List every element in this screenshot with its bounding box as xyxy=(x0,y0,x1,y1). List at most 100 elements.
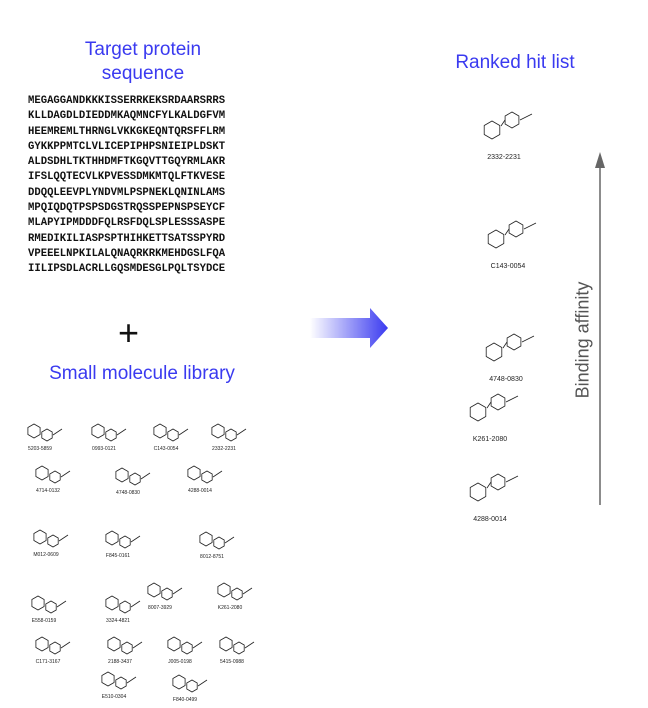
ring xyxy=(107,636,121,652)
sequence-line: HEEMREMLTHRNGLVKKGKEQNTQRSFFLRM xyxy=(28,125,226,138)
compound-id: K261-2080 xyxy=(217,605,243,611)
ring xyxy=(508,220,524,238)
ring xyxy=(41,428,53,442)
ring xyxy=(225,428,237,442)
ring xyxy=(211,423,225,439)
ring xyxy=(490,473,506,491)
ring xyxy=(469,482,487,502)
ring xyxy=(27,423,41,439)
sequence: MEGAGGANDKKKISSERRKEKSRDAARSRRS KLLDAGDLD… xyxy=(28,94,225,278)
ring xyxy=(186,679,198,693)
hit-id: K261-2080 xyxy=(472,436,508,443)
bond xyxy=(140,472,151,480)
bond xyxy=(172,587,183,595)
ring xyxy=(485,342,503,362)
ring xyxy=(213,536,225,550)
ring xyxy=(101,671,115,687)
ring xyxy=(490,393,506,411)
ring xyxy=(167,636,181,652)
bond xyxy=(502,341,508,349)
bond xyxy=(212,470,223,478)
sequence-line: ALDSDHLTKTHHDMFTKGQVTTGQYRMLAKR xyxy=(28,156,226,169)
sequence-line: MPQIQDQTPSPSDGSTRQSSPEPNSPSEYCF xyxy=(28,202,226,215)
compound-id: F840-0499 xyxy=(172,697,198,703)
compound-id: E558-0159 xyxy=(31,618,57,624)
ring xyxy=(105,428,117,442)
molecules xyxy=(27,111,537,693)
bond xyxy=(523,222,537,230)
compound-id: E510-0304 xyxy=(101,694,127,700)
sequence-line: VPEEELNPKILALQNAQRKRKMEHDGSLFQA xyxy=(28,247,226,260)
bond xyxy=(500,119,506,127)
ring xyxy=(31,595,45,611)
hit-id: 4288-0014 xyxy=(473,516,507,523)
ring xyxy=(504,111,520,129)
ring xyxy=(217,582,231,598)
bond xyxy=(126,676,137,684)
ring xyxy=(187,465,201,481)
ring xyxy=(105,595,119,611)
compound-id: 0993-0121 xyxy=(92,446,116,452)
compound-id: 4288-0014 xyxy=(188,488,212,494)
axis-label: Binding affinity xyxy=(572,281,593,399)
bond xyxy=(197,679,208,687)
compound-id: 8007-3929 xyxy=(148,605,172,611)
ring xyxy=(119,600,131,614)
compound-id: C143-0054 xyxy=(153,446,179,452)
compound-id: M012-0609 xyxy=(33,552,59,558)
compound-id: F845-0161 xyxy=(105,553,131,559)
ring xyxy=(506,333,522,351)
bond xyxy=(178,428,189,436)
ring xyxy=(115,467,129,483)
ring xyxy=(231,587,243,601)
compound-id: C171-3167 xyxy=(35,659,61,665)
bond xyxy=(236,428,247,436)
bond xyxy=(505,475,519,483)
ring xyxy=(35,636,49,652)
bond xyxy=(58,534,69,542)
sequence-line: IFSLQQTECVLKPVESSDMKMTQLFTKVESE xyxy=(28,171,226,184)
bond xyxy=(242,587,253,595)
ring xyxy=(45,600,57,614)
compound-id: 4748-0830 xyxy=(116,490,140,496)
bond xyxy=(132,641,143,649)
compound-id: 5203-5859 xyxy=(28,446,52,452)
ring xyxy=(161,587,173,601)
bond xyxy=(130,600,141,608)
ring xyxy=(147,582,161,598)
ring xyxy=(167,428,179,442)
bond xyxy=(116,428,127,436)
ring xyxy=(181,641,193,655)
ring xyxy=(172,674,186,690)
ring xyxy=(49,641,61,655)
compound-id: 8012-8751 xyxy=(200,554,224,560)
ring xyxy=(233,641,245,655)
sequence-line: RMEDIKILIASPSPTHIHKETTSATSSPYRD xyxy=(28,232,226,245)
sequence-line: IILIPSDLACRLLGQSMDESGLPQLTSYDCE xyxy=(28,263,226,276)
compound-id: 5415-0988 xyxy=(220,659,244,665)
bond xyxy=(505,395,519,403)
ring xyxy=(483,120,501,140)
ring xyxy=(91,423,105,439)
library-title: Small molecule library xyxy=(49,363,235,384)
bond xyxy=(521,335,535,343)
sequence-line: DDQQLEEVPLYNDVMLPSPNEKLQNINLAMS xyxy=(28,186,226,199)
ring xyxy=(49,470,61,484)
ring xyxy=(129,472,141,486)
sequence-title: Target protein sequence xyxy=(84,39,202,84)
ring xyxy=(199,531,213,547)
hit-id: C143-0054 xyxy=(490,263,526,270)
bond xyxy=(519,113,533,121)
hit-title: Ranked hit list xyxy=(455,52,575,73)
hit-id: 4748-0830 xyxy=(489,376,523,383)
bond xyxy=(56,600,67,608)
sequence-line: GYKKPPMTCLVLICEPIPHPSNIEIPLDSKT xyxy=(28,140,226,153)
compound-id: 2188-3437 xyxy=(108,659,132,665)
ring xyxy=(469,402,487,422)
ring xyxy=(219,636,233,652)
sequence-line: MEGAGGANDKKKISSERRKEKSRDAARSRRS xyxy=(28,95,226,107)
bond xyxy=(130,535,141,543)
compound-id: 3324-4821 xyxy=(106,618,130,624)
ring xyxy=(47,534,59,548)
